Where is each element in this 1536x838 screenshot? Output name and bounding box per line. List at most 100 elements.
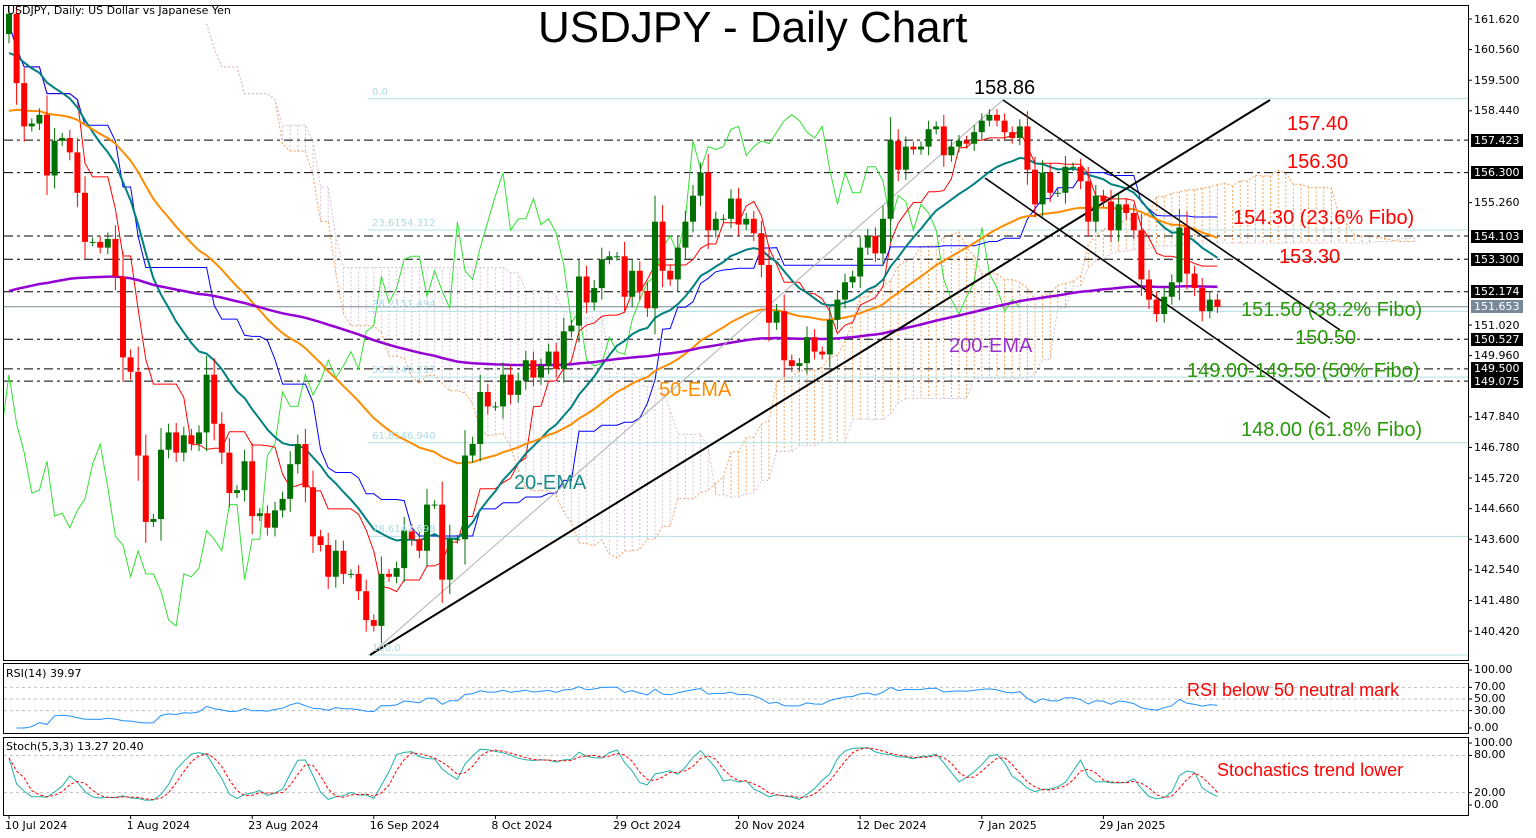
trend-lines [369,99,1341,656]
candle-body [1108,201,1114,231]
fibo-baseline [369,99,1004,656]
rsi-tick-label: 30.00 [1474,704,1506,718]
price-tick-label: 155.260 [1474,196,1520,210]
candle-body [492,406,499,408]
candle [1199,277,1206,322]
candle-body [416,539,423,551]
candle [287,451,294,512]
annotation-stoch-note: Stochastics trend lower [1217,760,1404,780]
candle-body [583,276,590,303]
kijun-sen-line [8,23,1218,537]
candle-body [173,432,180,453]
annotation-r3: 154.30 (23.6% Fibo) [1233,207,1415,229]
fibo-level-label: 50.0149.217 [372,365,436,377]
ascending-trendline[interactable] [369,99,1271,656]
channel-upper-line[interactable] [1002,99,1341,331]
candle [135,346,142,481]
candle-body [978,120,985,133]
candle-body [1024,126,1031,170]
candle-body [74,152,81,193]
candle-body [1146,279,1152,300]
level-price-tag: 156.300 [1471,166,1523,180]
annotation-50-ema: 50-EMA [659,379,732,401]
candle [735,187,742,236]
rsi-tick-label: 70.00 [1474,680,1506,694]
candle-body [1161,296,1168,315]
candle [310,470,316,553]
candle [591,280,598,311]
candle-body [591,288,598,303]
candle-body [857,247,864,277]
candle-body [1199,288,1206,312]
candle [325,532,332,590]
candle [697,162,704,206]
ema-50-line [8,108,1218,465]
candle-body [1191,273,1198,289]
candle [127,349,134,380]
candle-body [621,256,628,297]
candle [249,443,256,535]
candle-body [500,374,506,407]
candle-body [1214,299,1221,307]
candle [74,137,81,208]
senkou-span-b [206,23,1415,498]
candle-body [431,504,438,506]
candle [728,189,734,229]
candle [902,136,909,180]
rsi-plot [4,686,1468,729]
candle-body [743,218,750,225]
candle [1016,119,1023,146]
symbol-info: USDJPY, Daily: US Dollar vs Japanese Yen [7,4,231,17]
candle [568,319,575,338]
candle [773,303,780,330]
candle-body [895,140,902,170]
candle [880,205,886,267]
candle-body [811,337,818,352]
fibo-level-label: 38.2151.494 [372,299,436,311]
candle [370,614,377,632]
date-label: 10 Jul 2024 [5,819,68,832]
candle [408,524,415,546]
candle-body [203,374,210,433]
candle [59,132,66,146]
candle [1153,291,1160,322]
rsi-tick-label: 100.00 [1474,663,1513,676]
candle-body [1206,299,1213,312]
candle-body [697,172,704,196]
candle [66,130,73,161]
candle [659,205,666,288]
candle [1206,292,1213,319]
current-price-tag: 151.653 [1471,300,1523,314]
candle [256,508,263,522]
candle-body [728,198,734,219]
candle [674,235,681,292]
candle [538,358,544,385]
indicator-lines [4,23,1218,627]
candle [386,568,392,582]
candle [743,213,750,231]
candle-body [667,270,674,280]
fibo-level-label: 0.0 [372,86,388,98]
candle-body [446,539,453,580]
candle [515,372,522,403]
annotation-rsi-note: RSI below 50 neutral mark [1187,680,1400,700]
channel-lower-line[interactable] [984,177,1331,419]
candle [986,109,993,127]
candle-body [439,504,446,580]
price-tick-label: 141.480 [1474,593,1520,607]
candle-body [1001,120,1008,133]
rsi-label: RSI(14) 39.97 [6,667,82,680]
annotation-r1: 157.40 [1287,113,1349,135]
chikou-span-line [4,114,1021,627]
candle [173,423,180,463]
candle-body [310,487,316,537]
candle [750,210,757,242]
level-price-tag: 150.527 [1471,332,1523,346]
candle-body [598,259,605,289]
fibo-level-label: 23.6154.312 [372,217,436,229]
candle-body [332,550,339,577]
candle-body [408,530,415,540]
candle-body [781,311,788,361]
candle-body [956,140,962,147]
date-label: 29 Jan 2025 [1099,819,1166,832]
